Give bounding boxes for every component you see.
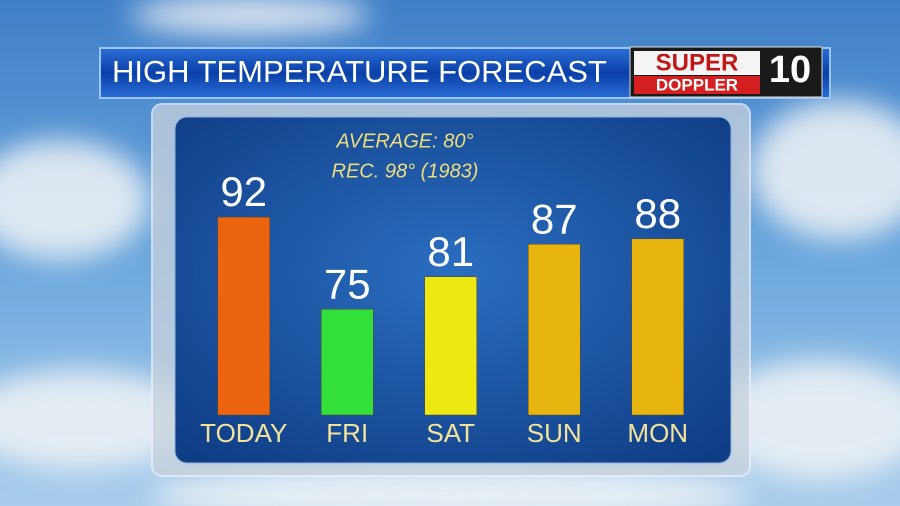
value-label: 88	[634, 190, 681, 237]
logo-bottom-bg	[634, 76, 760, 94]
x-tick-label: FRI	[326, 418, 368, 448]
logo-number: 10	[769, 49, 811, 91]
bar	[217, 216, 270, 416]
average-note: AVERAGE: 80°	[336, 130, 474, 152]
bar	[321, 309, 374, 416]
bar	[424, 276, 477, 416]
x-tick-label: TODAY	[200, 418, 287, 448]
bar	[631, 238, 684, 416]
bar	[528, 243, 581, 416]
logo-bottom: DOPPLER	[656, 75, 738, 94]
title: HIGH TEMPERATURE FORECAST	[112, 54, 607, 89]
value-label: 92	[220, 168, 267, 215]
logo-top-bg	[634, 51, 760, 75]
x-tick-label: MON	[627, 418, 688, 448]
value-label: 87	[531, 195, 578, 242]
value-label: 75	[324, 260, 371, 307]
x-tick-label: SUN	[527, 418, 582, 448]
x-tick-label: SAT	[426, 418, 475, 448]
logo-top: SUPER	[656, 49, 739, 76]
value-label: 81	[427, 228, 474, 275]
record-note: REC. 98° (1983)	[332, 160, 479, 182]
